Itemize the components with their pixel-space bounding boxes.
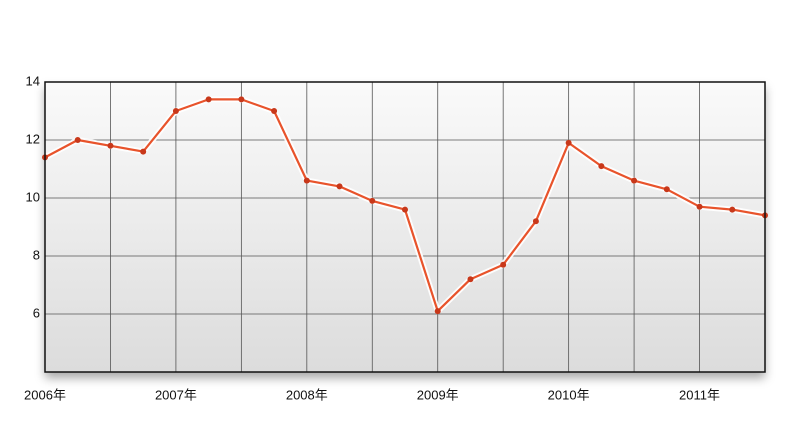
point (434, 308, 441, 315)
point (631, 177, 638, 184)
point (238, 96, 245, 103)
y-tick-label: 10 (26, 189, 40, 204)
point (369, 197, 376, 204)
point (598, 163, 605, 170)
x-tick-label: 2010年 (548, 387, 590, 402)
point (336, 183, 343, 190)
y-tick-label: 12 (26, 131, 40, 146)
point (271, 108, 278, 114)
x-tick-label: 2008年 (286, 387, 328, 402)
x-tick-label: 2006年 (24, 387, 66, 402)
point (140, 148, 147, 155)
x-tick-label: 2007年 (155, 387, 197, 402)
point (74, 137, 81, 143)
point (402, 206, 408, 213)
x-tick-label: 2011年 (679, 387, 720, 402)
point (532, 218, 539, 225)
y-tick-label: 14 (26, 73, 40, 88)
point (696, 203, 703, 210)
point (729, 206, 736, 213)
plot-border (44, 81, 766, 373)
point (467, 276, 474, 283)
point (663, 186, 670, 193)
point (172, 108, 179, 114)
point (205, 96, 212, 103)
point (500, 261, 507, 268)
point (565, 139, 572, 146)
y-tick-label: 6 (33, 305, 40, 320)
x-tick-label: 2009年 (417, 387, 459, 402)
plot-area (45, 82, 765, 372)
y-tick-label: 8 (33, 247, 40, 262)
point (303, 177, 310, 184)
point (107, 142, 114, 149)
